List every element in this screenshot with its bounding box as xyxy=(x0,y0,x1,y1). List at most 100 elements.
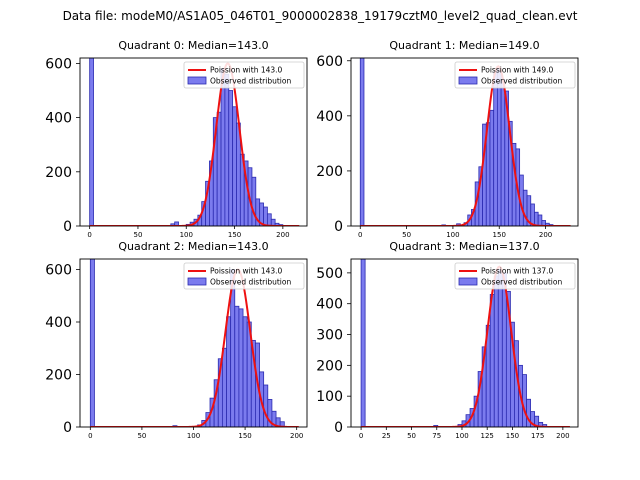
quadrant-1-xtick-label: 200 xyxy=(539,231,552,239)
quadrant-3-ytick-label: 400 xyxy=(316,297,343,313)
quadrant-1-ytick-label: 400 xyxy=(316,109,343,125)
quadrant-0-bar xyxy=(232,106,237,226)
quadrant-2-xtick-label: 100 xyxy=(187,432,200,440)
legend-observed-label: Observed distribution xyxy=(210,278,291,287)
quadrant-1-axes-frame xyxy=(350,57,579,227)
quadrant-3-ytick-label: 0 xyxy=(334,420,343,436)
quadrant-3-title: Quadrant 3: Median=137.0 xyxy=(389,240,539,253)
quadrant-2-title: Quadrant 2: Median=143.0 xyxy=(118,240,268,253)
quadrant-0-ytick-label: 200 xyxy=(45,165,72,181)
quadrant-3-bar xyxy=(522,374,527,427)
quadrant-0-xtick-label: 200 xyxy=(276,231,289,239)
quadrant-0-xtick-label: 150 xyxy=(228,231,241,239)
quadrant-0-xtick-label: 100 xyxy=(180,231,193,239)
quadrant-1-bar xyxy=(537,214,543,226)
quadrant-0-bar xyxy=(224,73,230,226)
quadrant-0-bar xyxy=(174,221,179,226)
quadrant-0-axes-frame xyxy=(79,57,308,227)
quadrant-0-bar xyxy=(228,90,234,226)
quadrant-0-xtick-label: 50 xyxy=(133,231,142,239)
legend-bar-swatch xyxy=(458,277,478,286)
quadrant-3-legend: Poission with 137.0 Observed distribution xyxy=(454,262,576,290)
quadrant-0-ytick-label: 0 xyxy=(63,219,72,235)
quadrant-2-bar xyxy=(238,308,244,427)
quadrant-1-ytick-label: 200 xyxy=(316,164,343,180)
quadrant-3-xtick-label: 125 xyxy=(481,432,494,440)
legend-poisson-label: Poission with 149.0 xyxy=(481,66,554,75)
quadrant-2-ytick-label: 400 xyxy=(45,315,72,331)
quadrant-2-xtick-label: 50 xyxy=(137,432,146,440)
legend-observed-label: Observed distribution xyxy=(481,278,562,287)
quadrant-2-ytick-label: 600 xyxy=(45,263,72,279)
quadrant-3-panel: Quadrant 3: Median=137.00100200300400500… xyxy=(316,240,579,440)
quadrant-2-bar xyxy=(263,384,269,427)
quadrant-2-bar xyxy=(242,316,248,427)
quadrant-2-xtick-label: 150 xyxy=(238,432,251,440)
quadrant-1-legend: Poission with 149.0 Observed distribution xyxy=(454,61,576,89)
quadrant-2-bar xyxy=(89,259,95,427)
quadrant-3-ytick-label: 500 xyxy=(316,266,343,282)
quadrant-3-xtick-label: 75 xyxy=(432,432,441,440)
legend-bar-swatch xyxy=(458,76,478,85)
quadrant-3-bar xyxy=(497,269,503,427)
quadrant-3-axes-frame xyxy=(350,258,579,428)
legend-poisson-label: Poission with 143.0 xyxy=(210,66,283,75)
quadrant-1-bar xyxy=(493,71,498,226)
quadrant-0-ytick-label: 400 xyxy=(45,111,72,127)
legend-poisson-label: Poission with 143.0 xyxy=(210,267,283,276)
quadrant-3-poisson-curve xyxy=(361,265,570,427)
quadrant-0-bar xyxy=(251,176,257,226)
quadrant-3-xtick-label: 175 xyxy=(531,432,544,440)
quadrant-3-ytick-label: 200 xyxy=(316,358,343,374)
quadrant-1-xtick-label: 0 xyxy=(358,231,362,239)
quadrant-1-bar xyxy=(534,211,539,226)
figure-suptitle: Data file: modeM0/AS1A05_046T01_90000028… xyxy=(63,9,578,23)
quadrant-0-bar xyxy=(220,68,226,226)
quadrant-0-bar xyxy=(89,58,94,226)
quadrant-0-bar xyxy=(266,213,272,226)
quadrant-0-ytick-label: 600 xyxy=(45,56,72,72)
quadrant-2-bar xyxy=(279,421,285,427)
quadrant-2-xtick-label: 0 xyxy=(88,432,92,440)
quadrant-1-bar xyxy=(500,79,506,226)
quadrant-1-bar xyxy=(489,109,495,226)
quadrant-2-bar xyxy=(221,347,227,427)
legend-bar-swatch xyxy=(187,277,207,286)
quadrant-3-bar xyxy=(489,294,495,427)
legend-bar-swatch xyxy=(187,76,207,85)
quadrant-0-bar xyxy=(216,111,222,226)
quadrant-3-bar xyxy=(501,272,507,427)
quadrant-1-xtick-label: 150 xyxy=(493,231,506,239)
quadrant-1-title: Quadrant 1: Median=149.0 xyxy=(389,39,539,52)
quadrant-3-bar xyxy=(493,275,499,427)
quadrant-3-xtick-label: 100 xyxy=(455,432,468,440)
quadrant-1-bar xyxy=(359,58,365,226)
legend-poisson-label: Poission with 137.0 xyxy=(481,267,554,276)
quadrant-2-xtick-label: 200 xyxy=(290,432,303,440)
quadrant-0-xtick-label: 0 xyxy=(87,231,91,239)
quadrant-0-panel: Quadrant 0: Median=143.0 0 200 400 600 0 50 100… xyxy=(45,39,308,239)
quadrant-1-bar xyxy=(522,189,528,226)
quadrant-1-ytick-label: 0 xyxy=(334,219,343,235)
quadrant-2-panel: Quadrant 2: Median=143.0 0 200 400 600 0 50 100… xyxy=(45,240,308,440)
quadrant-0-legend: Poission with 143.0 Observed distribution xyxy=(183,61,305,89)
quadrant-1-ytick-label: 600 xyxy=(316,54,343,70)
quadrant-3-xtick-label: 150 xyxy=(506,432,519,440)
quadrant-0-title: Quadrant 0: Median=143.0 xyxy=(118,39,268,52)
quadrant-1-panel: Quadrant 1: Median=149.0 0 200 400 600 0 50 100… xyxy=(316,39,579,239)
quadrant-3-xtick-label: 0 xyxy=(359,432,363,440)
quadrant-1-xtick-label: 100 xyxy=(446,231,459,239)
legend-observed-label: Observed distribution xyxy=(481,77,562,86)
quadrant-3-xtick-label: 25 xyxy=(382,432,391,440)
quadrant-1-poisson-curve xyxy=(360,65,571,226)
quadrant-2-bar xyxy=(226,316,232,427)
quadrant-1-xtick-label: 50 xyxy=(402,231,411,239)
quadrant-0-poisson-curve xyxy=(89,62,300,226)
quadrant-3-ytick-label: 100 xyxy=(316,389,343,405)
quadrant-3-xtick-label: 50 xyxy=(407,432,416,440)
quadrant-3-xtick-label: 200 xyxy=(556,432,569,440)
quadrant-1-bar xyxy=(496,68,502,226)
quadrant-0-bar xyxy=(263,206,268,226)
quadrant-2-ytick-label: 200 xyxy=(45,368,72,384)
